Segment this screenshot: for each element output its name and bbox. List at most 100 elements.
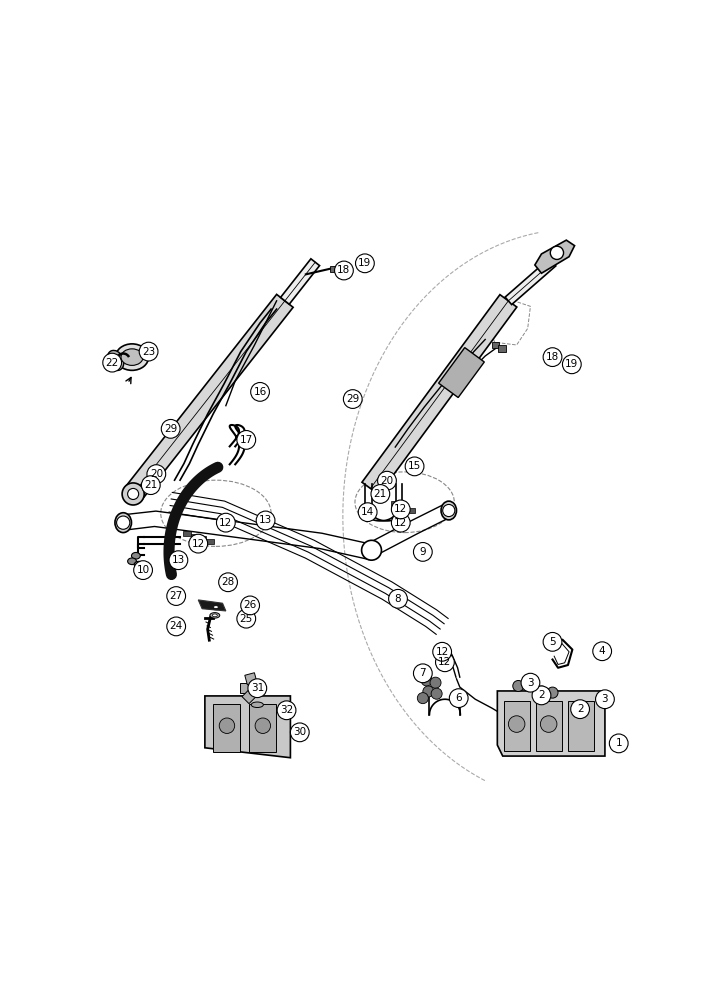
Ellipse shape	[251, 702, 263, 708]
Circle shape	[521, 673, 540, 692]
Circle shape	[241, 596, 259, 615]
Text: 5: 5	[549, 637, 556, 647]
Circle shape	[358, 503, 377, 522]
Text: 8: 8	[394, 594, 402, 604]
Circle shape	[414, 664, 432, 683]
Text: 12: 12	[219, 518, 233, 528]
Circle shape	[449, 689, 468, 708]
Circle shape	[127, 488, 139, 499]
Circle shape	[593, 642, 612, 661]
Text: 19: 19	[358, 258, 372, 268]
Text: 16: 16	[253, 387, 267, 397]
Circle shape	[423, 686, 434, 697]
Bar	[337, 268, 344, 274]
Circle shape	[417, 693, 429, 704]
Circle shape	[237, 431, 256, 449]
Circle shape	[414, 543, 432, 561]
Text: 24: 24	[169, 621, 183, 631]
Circle shape	[443, 504, 455, 517]
Circle shape	[547, 687, 558, 698]
Bar	[191, 534, 198, 540]
Circle shape	[122, 483, 144, 505]
Text: 30: 30	[293, 727, 306, 737]
Circle shape	[550, 246, 564, 259]
Text: 26: 26	[244, 600, 257, 610]
Ellipse shape	[135, 561, 143, 568]
Text: 3: 3	[602, 694, 608, 704]
Bar	[183, 531, 191, 536]
Ellipse shape	[212, 614, 217, 617]
Polygon shape	[281, 259, 320, 304]
Ellipse shape	[211, 604, 221, 610]
Text: 14: 14	[361, 507, 375, 517]
Ellipse shape	[210, 613, 220, 618]
Circle shape	[169, 551, 188, 570]
Text: 12: 12	[436, 647, 449, 657]
Bar	[394, 514, 402, 520]
Circle shape	[571, 700, 590, 719]
Circle shape	[543, 348, 562, 366]
Circle shape	[389, 589, 407, 608]
Circle shape	[140, 342, 158, 361]
Bar	[206, 539, 214, 544]
Text: 4: 4	[599, 646, 605, 656]
Circle shape	[255, 718, 271, 733]
Circle shape	[595, 690, 614, 709]
Polygon shape	[505, 258, 556, 305]
Circle shape	[277, 701, 296, 720]
Circle shape	[237, 609, 256, 628]
Polygon shape	[535, 240, 575, 273]
Bar	[245, 673, 257, 685]
Circle shape	[508, 716, 525, 732]
Circle shape	[522, 679, 533, 690]
Text: 12: 12	[394, 504, 407, 514]
Text: 12: 12	[439, 657, 451, 667]
Text: 20: 20	[150, 469, 163, 479]
Text: 10: 10	[137, 565, 150, 575]
Circle shape	[189, 534, 208, 553]
Circle shape	[392, 500, 410, 519]
Text: 23: 23	[142, 347, 155, 357]
Text: 22: 22	[105, 358, 119, 368]
Polygon shape	[198, 600, 226, 611]
Circle shape	[536, 686, 547, 697]
Circle shape	[343, 390, 362, 408]
Bar	[213, 704, 240, 752]
Bar	[536, 701, 562, 751]
Text: 31: 31	[251, 683, 264, 693]
Polygon shape	[362, 295, 517, 495]
Text: 25: 25	[240, 614, 253, 624]
Text: 6: 6	[456, 693, 462, 703]
Circle shape	[335, 261, 353, 280]
Text: 2: 2	[577, 704, 583, 714]
Text: 15: 15	[408, 461, 422, 471]
Text: 19: 19	[565, 359, 578, 369]
Text: 3: 3	[527, 678, 534, 688]
Text: 12: 12	[192, 539, 205, 549]
Circle shape	[405, 457, 424, 476]
Ellipse shape	[441, 501, 456, 520]
Ellipse shape	[115, 344, 149, 370]
Bar	[568, 701, 595, 751]
Circle shape	[117, 516, 130, 529]
Circle shape	[167, 617, 186, 636]
Circle shape	[248, 679, 267, 698]
Text: 13: 13	[172, 555, 185, 565]
Bar	[249, 704, 276, 752]
Bar	[498, 345, 506, 352]
Bar	[407, 508, 414, 513]
Text: 21: 21	[144, 480, 157, 490]
Bar	[198, 536, 206, 542]
Text: 9: 9	[419, 547, 426, 557]
Circle shape	[134, 561, 152, 579]
Ellipse shape	[121, 349, 143, 365]
Text: 27: 27	[169, 591, 183, 601]
Bar	[504, 701, 530, 751]
Circle shape	[392, 513, 410, 532]
Bar	[242, 690, 256, 704]
Text: 28: 28	[221, 577, 235, 587]
Circle shape	[103, 353, 122, 372]
Circle shape	[562, 355, 581, 374]
Circle shape	[513, 680, 524, 692]
Ellipse shape	[132, 552, 140, 559]
